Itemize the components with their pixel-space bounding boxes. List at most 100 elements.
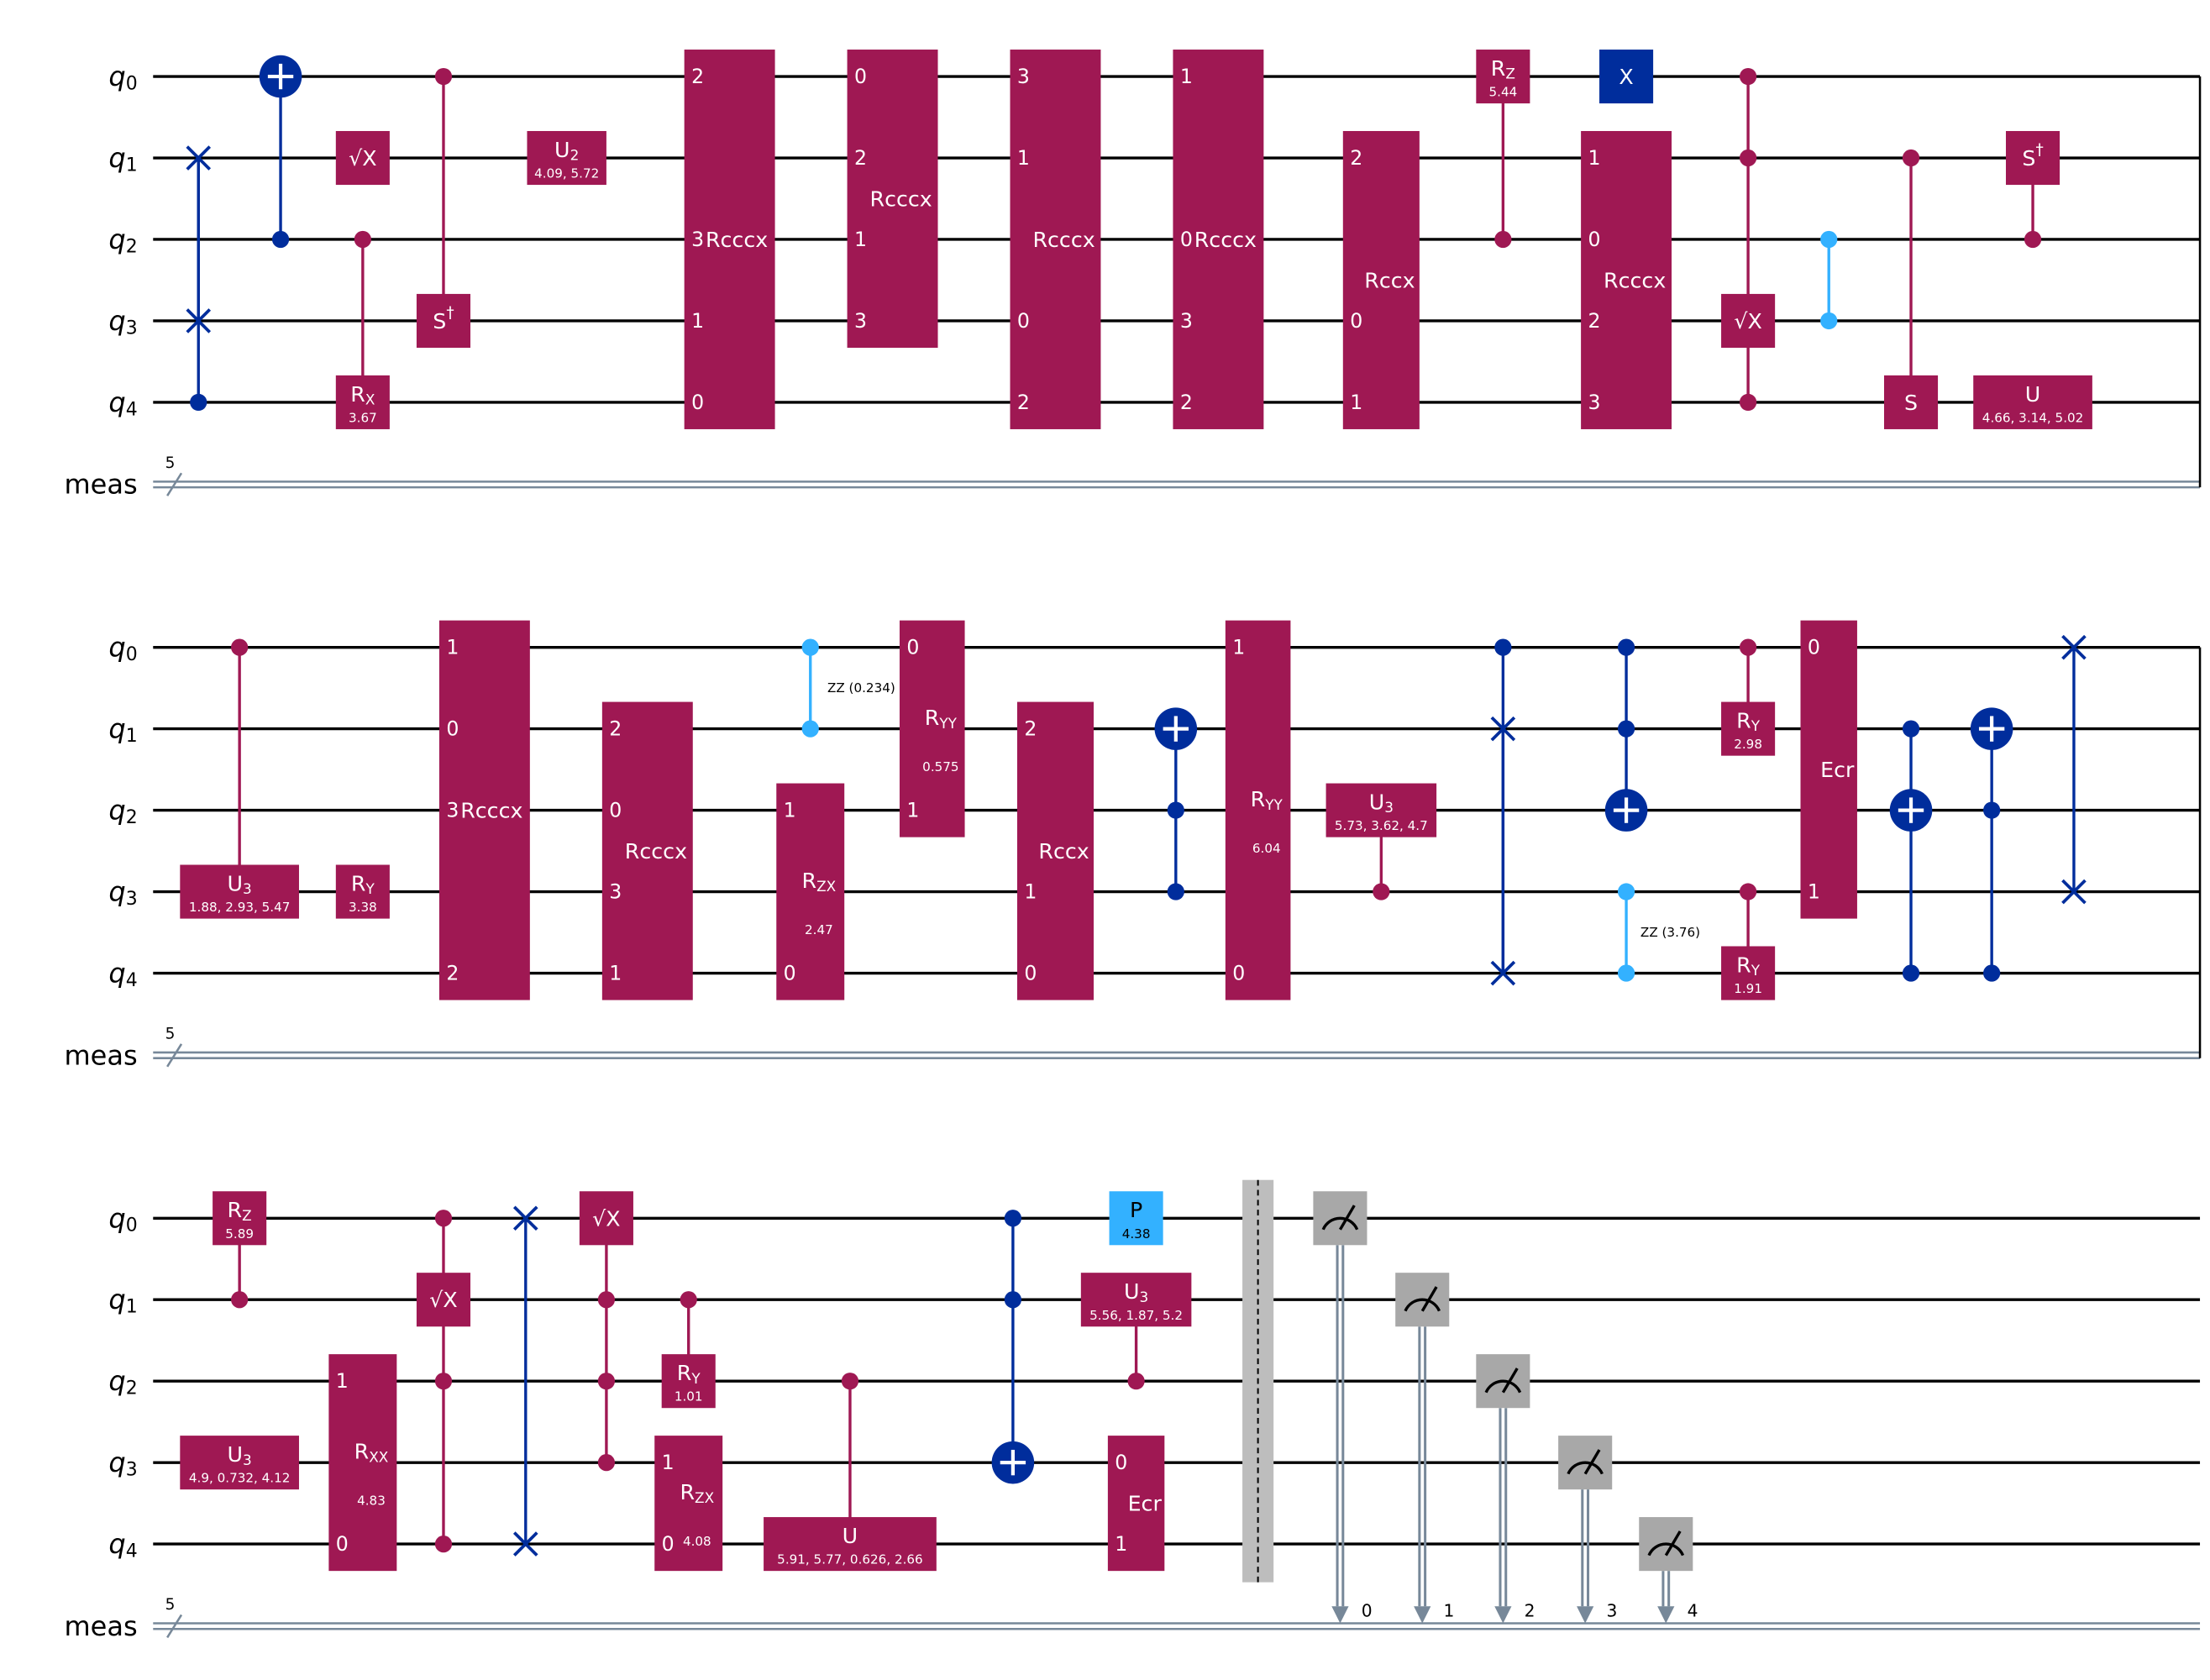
gate-param: 5.73, 3.62, 4.7	[1335, 818, 1428, 833]
multi-qubit-gate: 3 1 0 2 Rcccx	[1010, 50, 1101, 429]
gate-pin-index: 2	[1180, 391, 1193, 414]
gate-param: 4.08	[683, 1534, 711, 1549]
multi-qubit-gate: 1 0 RZX 2.47	[776, 783, 845, 1000]
qubit-label-0: q0	[108, 1202, 137, 1236]
control-dot	[1617, 883, 1635, 900]
gate-param: 4.83	[357, 1494, 386, 1509]
gate-box: √X	[579, 1191, 633, 1246]
gate-label: Rcccx	[1032, 227, 1095, 251]
gate-param: 2.47	[805, 922, 833, 937]
meter-needle-icon	[1420, 1286, 1438, 1312]
gate-annotation: ZZ (0.234)	[827, 680, 895, 696]
gate-label: Rcccx	[460, 798, 522, 822]
gate-box: RZ 5.89	[213, 1191, 267, 1246]
multi-qubit-gate: 1 0 3 2 Rcccx	[438, 620, 530, 1000]
gate-box: RY 1.01	[661, 1354, 716, 1409]
meter-icon	[1321, 1216, 1359, 1231]
classical-count: 5	[165, 1596, 176, 1614]
multi-qubit-gate: 2 1 0 Rccx	[1016, 701, 1095, 1000]
gate-label: RZX	[802, 869, 837, 895]
swap-gate	[1490, 716, 1516, 986]
control-dot	[597, 1291, 616, 1309]
measure-arrow	[1577, 1606, 1594, 1624]
gate-box: U 5.91, 5.77, 0.626, 2.66	[764, 1517, 937, 1572]
gate-label: RY	[1736, 708, 1761, 734]
gate-label: RYY	[1251, 787, 1283, 813]
gate-pin-index: 1	[1232, 636, 1245, 659]
gate-label: Rccx	[1038, 839, 1089, 864]
classical-label: meas	[64, 1610, 137, 1642]
gate-pin-index: 2	[854, 146, 867, 170]
gate-pin-index: 0	[1024, 962, 1037, 985]
cnot-target	[1154, 707, 1198, 750]
meter-icon	[1404, 1298, 1441, 1312]
multi-qubit-gate: 1 0 RZX 4.08	[654, 1436, 723, 1572]
gate-param: 5.89	[225, 1226, 254, 1242]
gate-label: RY	[351, 871, 375, 897]
gate-pin-index: 2	[446, 962, 459, 985]
gate-box: RY 2.98	[1721, 701, 1776, 756]
measure-gate: 2	[1476, 1354, 1535, 1624]
gate-label: Rcccx	[1604, 268, 1666, 292]
gate-label: RXX	[354, 1439, 389, 1465]
control-dot	[1494, 230, 1512, 249]
gate-label: U3	[228, 1442, 252, 1468]
gate-pin-index: 2	[1350, 146, 1362, 170]
gate-param: 6.04	[1252, 841, 1281, 856]
control-dot	[1167, 883, 1184, 900]
gate-box: RX 3.67	[335, 375, 390, 429]
gate-param: 5.91, 5.77, 0.626, 2.66	[777, 1552, 923, 1567]
gate-label: U3	[1124, 1279, 1148, 1305]
gate-param: 4.9, 0.732, 4.12	[189, 1471, 291, 1486]
multi-qubit-gate: 1 0 RYY 6.04	[1225, 620, 1291, 1000]
gate-label: RZ	[1491, 55, 1515, 81]
meter-icon	[1567, 1461, 1604, 1475]
cnot-target	[1604, 789, 1648, 832]
multi-qubit-gate: 1 0 RXX 4.83	[328, 1354, 397, 1572]
gate-pin-index: 1	[609, 962, 622, 985]
cnot-target	[991, 1441, 1035, 1484]
gate-box: √X	[416, 1273, 471, 1327]
gate-pin-index: 1	[1808, 880, 1820, 904]
gate-label: Ecr	[1820, 758, 1855, 782]
gate-label: U	[2025, 381, 2041, 406]
classical-count: 5	[165, 1026, 176, 1043]
multi-qubit-gate: 2 0 1 Rccx	[1342, 130, 1420, 429]
classical-bundle-slash	[166, 1614, 183, 1639]
measure-bit-index: 2	[1525, 1600, 1535, 1620]
gate-pin-index: 1	[691, 309, 704, 333]
gate-box: U3 5.73, 3.62, 4.7	[1325, 783, 1437, 837]
multi-qubit-gate: 1 0 2 3 Rcccx	[1581, 130, 1672, 429]
cnot-target	[259, 55, 302, 98]
gate-pin-index: 0	[1350, 309, 1362, 333]
control-dot	[1494, 638, 1512, 656]
qubit-label-1: q1	[108, 1284, 137, 1317]
gate-label: √X	[349, 146, 376, 171]
control-dot	[1739, 67, 1757, 86]
qubit-label-1: q1	[108, 713, 137, 747]
meter-icon	[1484, 1379, 1522, 1394]
swap-cross	[2061, 879, 2087, 905]
gate-label: U2	[554, 137, 579, 163]
gate-label: Rcccx	[870, 186, 932, 211]
gate-pin-index: 1	[784, 799, 796, 822]
gate-pin-index: 3	[854, 309, 867, 333]
gate-label: S†	[2022, 140, 2043, 170]
cnot-target	[1970, 707, 2013, 750]
meter-needle-icon	[1338, 1205, 1356, 1231]
gate-pin-index: 0	[854, 65, 867, 88]
control-dot	[680, 1291, 697, 1309]
gate-pin-index: 1	[906, 799, 919, 822]
gate-pin-index: 0	[336, 1532, 349, 1556]
gate-pin-index: 3	[1017, 65, 1030, 88]
multi-qubit-gate: 0 2 1 3 Rcccx	[847, 50, 938, 348]
gate-box: √X	[335, 130, 390, 186]
gate-param: 4.66, 3.14, 5.02	[1982, 410, 2084, 425]
qubit-label-1: q1	[108, 142, 137, 176]
classical-bundle-slash	[166, 1043, 183, 1068]
classical-label: meas	[64, 1039, 137, 1071]
control-dot	[1004, 1291, 1022, 1309]
